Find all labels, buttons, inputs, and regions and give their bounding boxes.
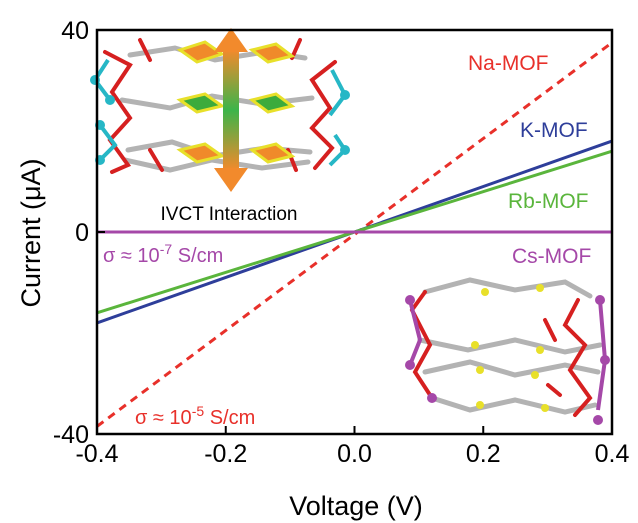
y-tick-label: -40 [53,421,89,449]
cs-sigma-annotation: σ ≈ 10-7 S/cm [103,241,223,267]
cs-sigma-base: σ ≈ 10 [103,245,160,267]
x-tick-label: -0.4 [75,440,118,468]
ivct-label: IVCT Interaction [161,204,298,225]
series-label-rb: Rb-MOF [508,190,589,213]
y-tick-label: 40 [61,17,89,45]
na-sigma-unit: S/cm [204,407,255,429]
x-tick-label: 0.0 [337,440,372,468]
cs-sigma-exp: -7 [160,241,173,257]
series-label-na: Na-MOF [468,52,549,75]
na-sigma-base: σ ≈ 10 [135,407,192,429]
series-label-k: K-MOF [520,119,588,142]
tick-layer: -0.4 -0.2 0.0 0.2 0.4 -40 0 40 [53,17,630,468]
cs-sigma-unit: S/cm [172,245,223,267]
series-layer [96,41,613,428]
y-tick-label: 0 [75,219,89,247]
x-tick-label: 0.4 [595,440,630,468]
structure-inset-top-left [90,28,350,192]
x-axis-title: Voltage (V) [289,491,423,521]
x-tick-label: 0.2 [466,440,501,468]
na-sigma-exp: -5 [192,403,205,419]
x-tick-label: -0.2 [204,440,247,468]
na-sigma-annotation: σ ≈ 10-5 S/cm [135,403,255,429]
y-axis-title: Current (μA) [16,158,46,307]
structure-inset-bottom-right [405,277,610,425]
series-label-cs: Cs-MOF [512,245,591,268]
series-line-na-mof [96,41,613,428]
